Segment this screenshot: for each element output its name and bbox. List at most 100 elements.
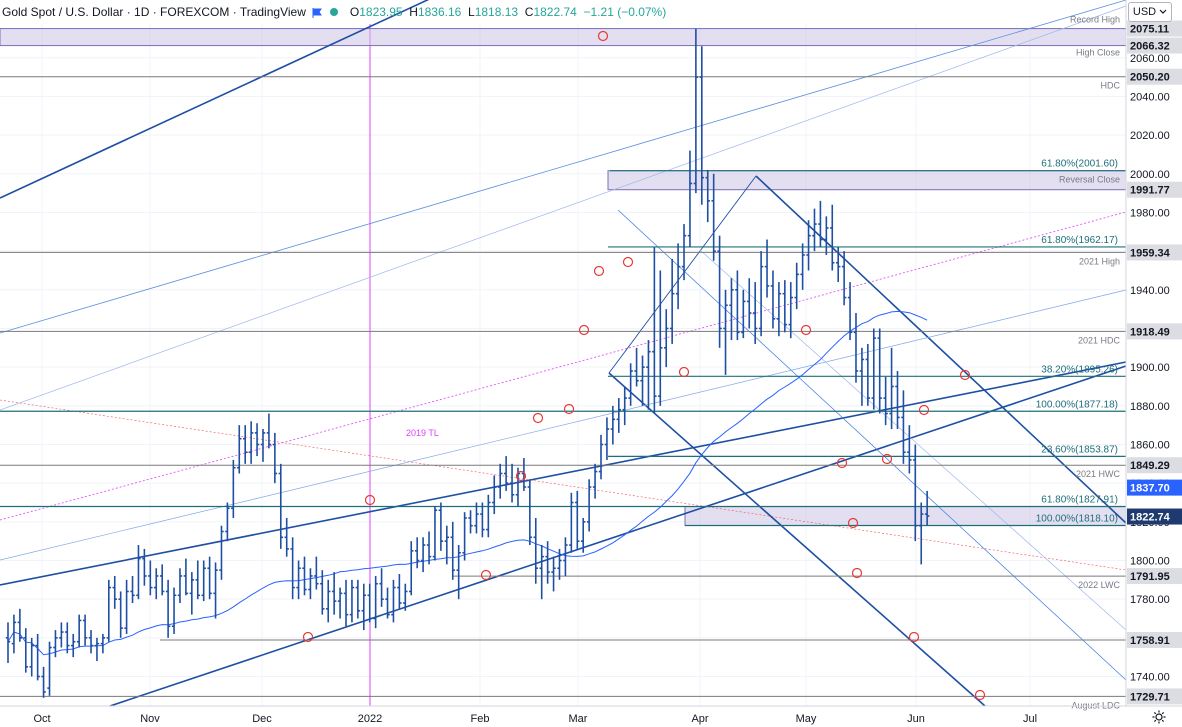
ohlc-bar xyxy=(403,583,408,611)
ohlc-bar xyxy=(118,591,123,638)
ohlc-bar xyxy=(830,204,835,271)
high-value: 1836.16 xyxy=(417,5,462,19)
y-tick-label: 1740.00 xyxy=(1130,672,1170,684)
ohlc-bar xyxy=(735,270,740,341)
ohlc-bar xyxy=(409,541,414,596)
x-tick-label: Jun xyxy=(907,713,925,725)
ohlc-bar xyxy=(889,347,894,430)
gear-icon[interactable] xyxy=(1152,710,1166,724)
price-tag xyxy=(1127,37,1182,54)
ohlc-bar xyxy=(41,666,46,698)
ohlc-bar xyxy=(272,432,278,484)
ohlc-bar xyxy=(159,564,165,596)
ohlc-bar xyxy=(497,463,503,499)
ohlc-bar xyxy=(468,510,473,534)
ohlc-bar xyxy=(836,247,841,283)
ohlc-bar xyxy=(539,545,544,600)
price-tag xyxy=(1127,20,1182,37)
ohlc-bar xyxy=(53,630,58,658)
ohlc-bar xyxy=(397,574,402,609)
fib-label: 100.00%(1877.18) xyxy=(1036,399,1118,410)
y-tick-label: 1780.00 xyxy=(1130,594,1170,606)
price-tag-label: 1918.49 xyxy=(1130,326,1170,338)
ohlc-bar xyxy=(664,309,669,368)
x-tick-label: Apr xyxy=(691,713,708,725)
pivot-marker xyxy=(836,457,848,469)
price-tag-label: 1791.95 xyxy=(1130,571,1170,583)
flag-icon[interactable] xyxy=(312,7,322,18)
x-tick-label: Jul xyxy=(1023,713,1037,725)
pivot-marker xyxy=(515,470,527,482)
y-tick-label: 2060.00 xyxy=(1130,53,1170,65)
ohlc-bar xyxy=(545,541,550,584)
ohlc-bar xyxy=(231,459,236,518)
ohlc-bar xyxy=(302,556,307,596)
pivot-marker xyxy=(974,689,986,701)
ohlc-bar xyxy=(11,614,17,654)
level-label: 2021 High xyxy=(1079,256,1120,266)
ohlc-bar xyxy=(177,568,183,604)
ohlc-bar xyxy=(610,405,616,445)
ohlc-bar xyxy=(586,479,592,532)
ohlc-bar xyxy=(343,579,349,627)
ohlc-bar xyxy=(474,502,479,534)
price-zone xyxy=(0,28,1127,47)
price-tag-label: 1758.91 xyxy=(1130,635,1170,647)
y-tick-label: 2000.00 xyxy=(1130,169,1170,181)
ohlc-bar xyxy=(492,475,497,515)
pivot-marker xyxy=(881,453,893,465)
ohlc-bar xyxy=(729,278,734,341)
chevron-down-icon xyxy=(1159,9,1167,14)
ohlc-bar xyxy=(47,641,52,696)
ohlc-bar xyxy=(616,398,621,433)
pivot-marker xyxy=(622,256,634,268)
ohlc-bar xyxy=(509,463,515,503)
ohlc-bar xyxy=(225,502,230,542)
price-tag xyxy=(1127,568,1182,585)
ohlc-bar xyxy=(770,270,776,329)
x-tick-label: Mar xyxy=(569,713,588,725)
y-tick-label: 1860.00 xyxy=(1130,439,1170,451)
ohlc-bar xyxy=(818,200,823,248)
ohlc-bar xyxy=(65,622,70,654)
ohlc-bar xyxy=(94,637,100,662)
ohlc-bar xyxy=(331,572,337,615)
currency-button[interactable]: USD xyxy=(1128,2,1172,22)
pivot-marker xyxy=(678,366,690,378)
ohlc-bar xyxy=(711,173,716,261)
ohlc-bar xyxy=(248,421,254,464)
pivot-marker xyxy=(302,631,314,643)
ohlc-bar xyxy=(284,517,289,557)
ohlc-bar xyxy=(634,347,639,387)
fib-label: 100.00%(1818.10) xyxy=(1036,514,1118,525)
y-tick-label: 1800.00 xyxy=(1130,556,1170,568)
trendline xyxy=(0,5,1127,411)
ohlc-bar xyxy=(758,251,764,337)
ohlc-bar xyxy=(747,278,752,329)
ohlc-bar xyxy=(652,247,657,414)
ohlc-bar xyxy=(764,239,770,298)
ohlc-bar xyxy=(426,531,432,565)
horizontal-levels xyxy=(0,76,1126,697)
ohlc-bar xyxy=(260,429,266,462)
ohlc-bar xyxy=(604,417,610,460)
y-tick-label: 2040.00 xyxy=(1130,91,1170,103)
ohlc-bar xyxy=(219,525,224,580)
ohlc-bar xyxy=(35,633,40,681)
trendline xyxy=(699,249,1127,631)
ohlc-bar xyxy=(503,456,509,491)
ohlc-bar xyxy=(824,216,829,256)
ohlc-bar xyxy=(563,537,568,576)
symbol-title[interactable]: Gold Spot / U.S. Dollar · 1D · FOREXCOM … xyxy=(2,5,306,19)
level-label: Record High xyxy=(1070,15,1120,25)
ohlc-bar xyxy=(130,575,135,604)
ohlc-bar xyxy=(183,558,189,596)
pivot-marker xyxy=(532,412,544,424)
ohlc-bar xyxy=(877,328,882,414)
level-label: 2021 HDC xyxy=(1078,335,1121,345)
ohlc-bar xyxy=(207,556,212,600)
ohlc-bar xyxy=(486,494,491,538)
x-tick-label: May xyxy=(796,713,817,725)
ohlc-bar xyxy=(444,525,450,565)
